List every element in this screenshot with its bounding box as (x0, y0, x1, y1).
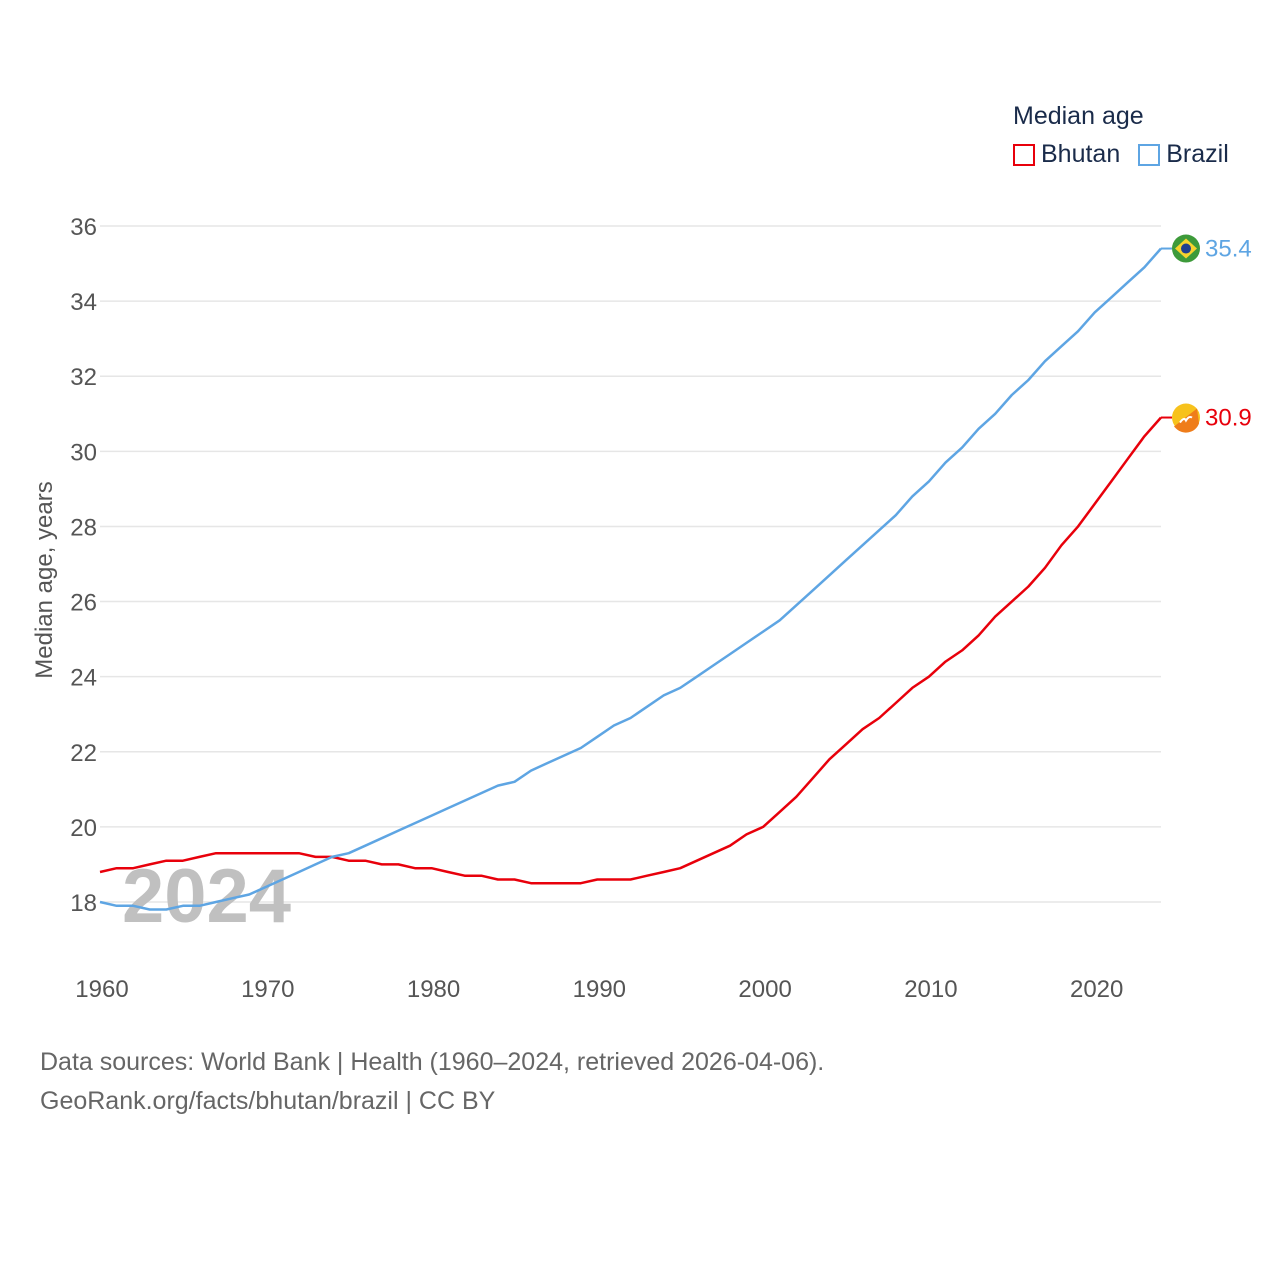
y-tick-30: 30 (70, 439, 97, 466)
x-tick-labels: 1960 1970 1980 1990 2000 2010 2020 (75, 976, 1123, 1003)
y-axis-label: Median age, years (31, 481, 58, 678)
legend-title: Median age (1013, 102, 1144, 130)
x-tick-1990: 1990 (573, 976, 626, 1003)
y-tick-36: 36 (70, 214, 97, 241)
legend-label-bhutan: Bhutan (1041, 140, 1121, 168)
legend-item-bhutan[interactable]: Bhutan (1013, 140, 1120, 169)
series-line-brazil (99, 247, 1162, 911)
y-tick-34: 34 (70, 289, 97, 316)
year-watermark: 2024 (122, 854, 291, 939)
series-lines (99, 247, 1162, 911)
x-tick-2020: 2020 (1070, 976, 1123, 1003)
footer: Data sources: World Bank | Health (1960–… (40, 1043, 824, 1121)
end-label-bhutan: 30.9 (1205, 405, 1252, 432)
grid-lines (100, 225, 1161, 903)
y-tick-labels: 18 20 22 24 26 28 30 32 34 36 (70, 214, 97, 917)
y-tick-18: 18 (70, 890, 97, 917)
x-tick-1970: 1970 (241, 976, 294, 1003)
y-tick-20: 20 (70, 815, 97, 842)
x-tick-1980: 1980 (407, 976, 460, 1003)
series-line-bhutan (99, 416, 1162, 885)
legend: Median age Bhutan Brazil (1013, 100, 1247, 169)
y-tick-32: 32 (70, 364, 97, 391)
source-link[interactable]: GeoRank.org/facts/bhutan/brazil | CC BY (40, 1087, 496, 1115)
x-tick-2000: 2000 (738, 976, 791, 1003)
legend-label-brazil: Brazil (1166, 140, 1229, 168)
y-tick-26: 26 (70, 590, 97, 617)
y-tick-24: 24 (70, 665, 97, 692)
legend-swatch-brazil (1138, 143, 1161, 166)
end-label-brazil: 35.4 (1205, 236, 1252, 263)
legend-item-brazil[interactable]: Brazil (1138, 140, 1229, 169)
legend-swatch-bhutan (1013, 143, 1035, 166)
data-sources-text: Data sources: World Bank | Health (1960–… (40, 1048, 825, 1076)
bhutan-flag-icon (1172, 403, 1200, 433)
y-tick-28: 28 (70, 514, 97, 541)
end-labels: 30.9 35.4 (1161, 234, 1252, 433)
brazil-flag-icon (1172, 234, 1200, 263)
x-tick-2010: 2010 (904, 976, 957, 1003)
x-tick-1960: 1960 (75, 976, 128, 1003)
y-tick-22: 22 (70, 740, 97, 767)
